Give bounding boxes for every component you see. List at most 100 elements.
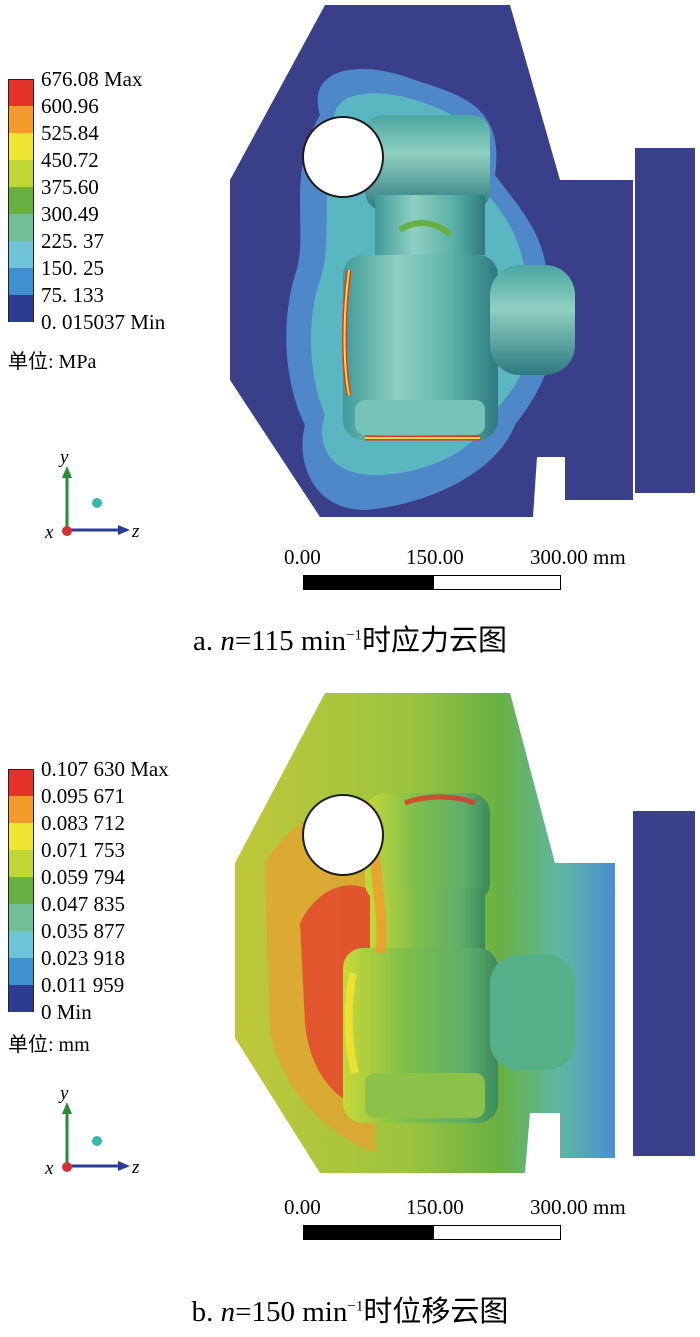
legend-label: 0 Min [41, 1000, 92, 1024]
scale-label-end: 300.00 mm [530, 545, 626, 569]
legend-label: 0.047 835 [41, 892, 125, 916]
legend-swatch [8, 241, 34, 268]
legend-swatch [8, 931, 34, 958]
legend-row: 450.72 [8, 148, 218, 187]
scale-label-mid: 150.00 [406, 545, 464, 569]
legend-row: 525.84 [8, 121, 218, 160]
scale-label-end: 300.00 mm [530, 1195, 626, 1219]
legend-label: 676.08 Max [41, 67, 143, 91]
legend-label: 0.071 753 [41, 838, 125, 862]
unit-label: 单位: mm [8, 1034, 90, 1056]
legend-row: 75. 133 [8, 283, 218, 322]
legend-row: 0.107 630 Max [8, 757, 218, 796]
legend-label: 0.011 959 [41, 973, 125, 997]
legend-swatch [8, 850, 34, 877]
x-axis-marker [62, 1162, 72, 1172]
main-body [343, 255, 498, 440]
legend-label: 150. 25 [41, 256, 104, 280]
legend-swatch [8, 187, 34, 214]
scale-bar-group: 0.00 150.00 300.00 mm [270, 1195, 670, 1255]
flange-region [635, 148, 695, 493]
legend-row: 0.095 671 [8, 784, 218, 823]
displacement-contour-panel: 0.107 630 Max 0.095 671 0.083 712 0.071 … [0, 668, 700, 1336]
legend-swatch [8, 268, 34, 295]
legend-label: 0.083 712 [41, 811, 125, 835]
stress-legend: 676.08 Max 600.96 525.84 450.72 375.60 3… [8, 67, 218, 334]
legend-label: 525.84 [41, 121, 99, 145]
side-port [490, 955, 575, 1070]
figure-caption: b. n=150 min−1时位移云图 [191, 1296, 509, 1328]
legend-label: 0.023 918 [41, 946, 125, 970]
legend-swatch [8, 796, 34, 823]
view-sphere-icon [92, 1136, 102, 1146]
legend-label: 0.095 671 [41, 784, 125, 808]
legend-swatch [8, 106, 34, 133]
z-axis-arrow [118, 525, 130, 535]
legend-label: 0. 015037 Min [41, 310, 166, 334]
scale-label-start: 0.00 [284, 1195, 321, 1219]
legend-swatch [8, 160, 34, 187]
view-sphere-icon [92, 498, 102, 508]
upper-body [365, 115, 490, 210]
legend-label: 300.49 [41, 202, 99, 226]
bolt-hole [302, 116, 384, 198]
legend-swatch [8, 985, 34, 1012]
x-axis-marker [62, 526, 72, 536]
legend-row: 300.49 [8, 202, 218, 241]
scale-bar [303, 575, 561, 590]
axis-triad: y x z [44, 450, 140, 543]
legend-swatch [8, 214, 34, 241]
legend-row: 225. 37 [8, 229, 218, 268]
displacement-contour-plot [235, 693, 695, 1173]
axis-triad: y x z [44, 1086, 140, 1179]
legend-swatch [8, 904, 34, 931]
scale-bar-group: 0.00 150.00 300.00 mm [270, 545, 670, 605]
x-axis-label: x [44, 522, 54, 543]
z-axis-label: z [131, 521, 140, 542]
legend-swatch [8, 769, 34, 796]
legend-label: 225. 37 [41, 229, 104, 253]
legend-row: 0.083 712 [8, 811, 218, 850]
legend-row: 0.047 835 [8, 892, 218, 931]
legend-label: 600.96 [41, 94, 99, 118]
legend-swatch [8, 295, 34, 322]
legend-row: 375.60 [8, 175, 218, 214]
flange-region [633, 811, 695, 1156]
legend-row: 0.071 753 [8, 838, 218, 877]
legend-row: 0.059 794 [8, 865, 218, 904]
y-axis-label: y [58, 1086, 69, 1104]
legend-row: 676.08 Max [8, 67, 218, 106]
legend-swatch [8, 877, 34, 904]
legend-label: 75. 133 [41, 283, 104, 307]
scale-label-start: 0.00 [284, 545, 321, 569]
displacement-legend: 0.107 630 Max 0.095 671 0.083 712 0.071 … [8, 757, 218, 1024]
scale-label-mid: 150.00 [406, 1195, 464, 1219]
lower-collar [365, 1073, 485, 1118]
legend-label: 0.107 630 Max [41, 757, 169, 781]
side-port [490, 265, 575, 375]
neck-body [370, 888, 485, 953]
legend-swatch [8, 133, 34, 160]
stress-contour-panel: 676.08 Max 600.96 525.84 450.72 375.60 3… [0, 0, 700, 668]
y-axis-label: y [58, 450, 69, 468]
figure-caption: a. n=115 min−1时应力云图 [192, 625, 507, 657]
legend-swatch [8, 958, 34, 985]
unit-label: 单位: MPa [8, 351, 97, 373]
y-axis-arrow [62, 1102, 72, 1114]
legend-label: 375.60 [41, 175, 99, 199]
stress-contour-plot [230, 5, 695, 517]
legend-label: 0.035 877 [41, 919, 125, 943]
legend-row: 0.023 918 [8, 946, 218, 985]
legend-swatch [8, 823, 34, 850]
z-axis-label: z [131, 1157, 140, 1178]
upper-body [365, 793, 490, 903]
legend-label: 0.059 794 [41, 865, 125, 889]
y-axis-arrow [62, 466, 72, 478]
legend-swatch [8, 79, 34, 106]
z-axis-arrow [118, 1161, 130, 1171]
legend-label: 450.72 [41, 148, 99, 172]
legend-row: 0.011 959 [8, 973, 218, 1012]
scale-bar [303, 1225, 561, 1240]
legend-row: 150. 25 [8, 256, 218, 295]
legend-row: 600.96 [8, 94, 218, 133]
